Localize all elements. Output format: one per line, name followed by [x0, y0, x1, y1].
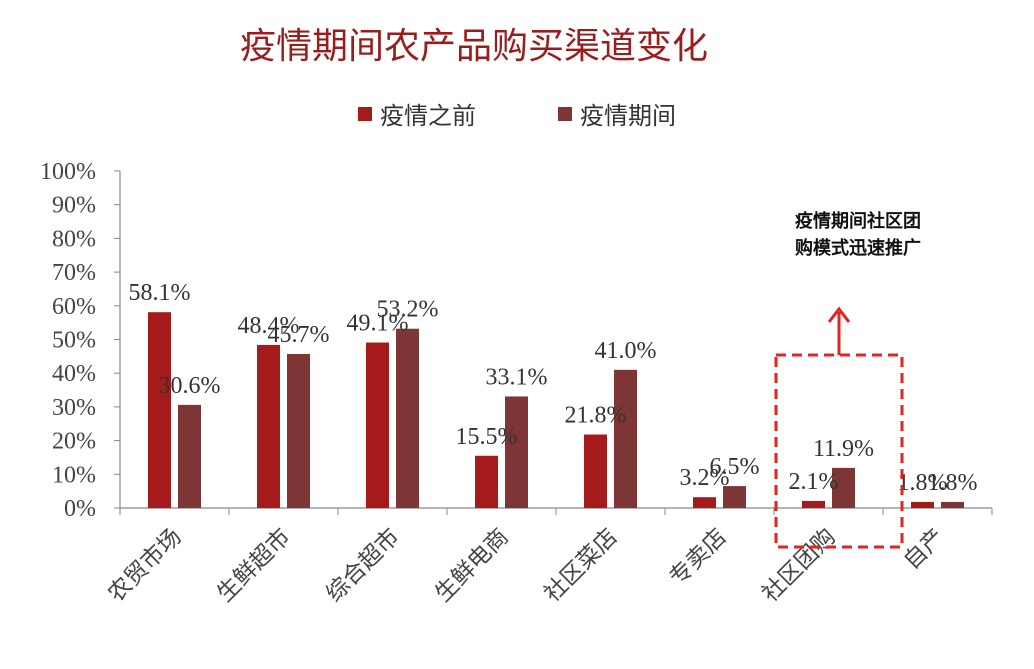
bar-before — [584, 434, 607, 508]
x-axis-ticks: 农贸市场 生鲜超市 综合超市 生鲜电商 社区菜店 专卖店 社区团购 自产 — [103, 524, 949, 607]
legend-swatch-during — [558, 107, 572, 121]
data-label: 11.9% — [813, 436, 874, 462]
x-tick-label: 综合超市 — [321, 524, 404, 607]
bar-during — [505, 396, 528, 508]
data-label: 3.2% — [680, 465, 730, 491]
data-label: 15.5% — [456, 424, 518, 450]
bar-during — [396, 328, 419, 508]
x-tick-label: 社区菜店 — [539, 524, 622, 607]
bar-during — [178, 404, 201, 508]
x-tick-label: 专卖店 — [665, 524, 732, 591]
bar-before — [802, 500, 825, 508]
legend-swatch-before — [358, 107, 372, 121]
data-label: 48.4% — [238, 313, 300, 339]
data-labels: 58.1% 30.6% 48.4%45.7% 49.1%53.2% 15.5% 33.1%… — [129, 280, 978, 496]
legend-label-before: 疫情之前 — [380, 102, 476, 130]
data-label: 49.1% — [347, 311, 409, 337]
x-tick-label: 农贸市场 — [103, 524, 186, 607]
data-label: 1.8% — [928, 470, 978, 496]
y-tick-label: 10% — [52, 462, 96, 488]
bar-during — [832, 467, 855, 508]
data-label: 53.2% — [377, 297, 439, 323]
annotation-line-1: 疫情期间社区团 — [795, 210, 921, 232]
annotation: 疫情期间社区团 购模式迅速推广 — [774, 210, 921, 549]
y-tick-label: 30% — [52, 395, 96, 421]
data-label: 6.5% — [710, 454, 760, 480]
x-tick-label: 生鲜电商 — [430, 524, 513, 607]
bar-before — [257, 344, 280, 508]
arrow-up-icon — [827, 306, 851, 323]
bars — [148, 312, 964, 508]
bar-before — [148, 312, 171, 508]
bar-before — [366, 342, 389, 508]
bar-before — [475, 455, 498, 508]
x-tick-label: 社区团购 — [757, 524, 840, 607]
y-tick-label: 70% — [52, 260, 96, 286]
y-tick-label: 20% — [52, 429, 96, 455]
y-tick-label: 0% — [64, 496, 96, 522]
data-label: 45.7% — [268, 322, 330, 348]
y-tick-label: 90% — [52, 193, 96, 219]
bar-before — [693, 497, 716, 508]
bar-during — [941, 501, 964, 508]
annotation-line-2: 购模式迅速推广 — [795, 237, 921, 259]
y-tick-label: 40% — [52, 361, 96, 387]
data-label: 58.1% — [129, 280, 191, 306]
data-label: 21.8% — [565, 403, 627, 429]
y-tick-label: 80% — [52, 226, 96, 252]
bar-during — [287, 353, 310, 508]
y-tick-label: 60% — [52, 294, 96, 320]
data-label: 1.8% — [898, 470, 948, 496]
data-label: 30.6% — [159, 373, 221, 399]
x-tick-label: 自产 — [899, 524, 950, 575]
legend: 疫情之前 疫情期间 — [358, 102, 676, 130]
y-tick-label: 100% — [40, 159, 96, 185]
data-label: 41.0% — [595, 338, 657, 364]
bar-during — [614, 369, 637, 508]
data-label: 33.1% — [486, 364, 548, 390]
bar-during — [723, 486, 746, 508]
y-tick-label: 50% — [52, 328, 96, 354]
y-axis-ticks: 0% 10% 20% 30% 40% 50% 60% 70% 80% 90% 100% — [40, 159, 120, 522]
chart-title: 疫情期间农产品购买渠道变化 — [240, 26, 708, 67]
legend-label-during: 疫情期间 — [580, 102, 676, 130]
bar-before — [911, 501, 934, 508]
x-tick-label: 生鲜超市 — [212, 524, 295, 607]
data-label: 2.1% — [789, 469, 839, 495]
